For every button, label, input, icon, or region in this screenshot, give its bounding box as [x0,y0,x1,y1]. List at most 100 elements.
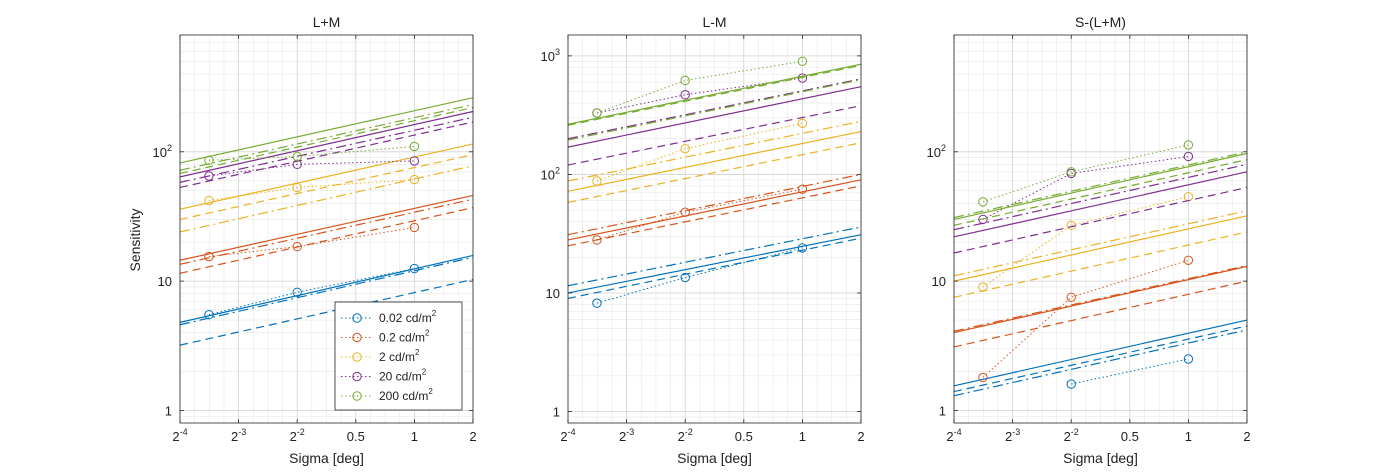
data-point [797,118,808,128]
data-point [292,159,302,170]
fit-line-dashdot [567,120,862,182]
data-point [1183,140,1194,150]
fit-line-solid [567,179,862,241]
legend-marker [352,332,362,343]
data-point [204,171,214,181]
x-tick-label: 1 [1185,429,1192,444]
fit-line-dashed [179,207,474,274]
legend-entry: 0.2 cd/m2 [379,329,430,345]
data-point [797,243,808,253]
data-line [208,179,415,202]
legend-marker [352,313,362,323]
series-2 [567,173,862,247]
data-point [204,195,214,206]
x-tick-label: 2-3 [1005,427,1020,444]
data-line [596,77,803,114]
fit-line-dashed [179,154,474,221]
y-tick-label: 103 [541,47,560,64]
data-line [596,188,803,241]
axes-frame [179,34,474,424]
series-1 [179,254,474,346]
data-point [1066,167,1076,177]
data-point [204,155,214,165]
fit-line-solid [567,86,862,148]
fit-line-solid [179,254,474,323]
data-point [680,272,690,283]
fit-line-solid [179,97,474,164]
fit-line-dashdot [567,173,862,236]
fit-line-dashed [567,64,862,126]
series-5 [567,56,862,141]
legend-entry: 2 cd/m2 [379,348,420,364]
fit-line-dashed [567,237,862,299]
legend-marker [352,371,362,382]
fit-line-dashdot [567,79,862,141]
legend-marker [352,391,362,401]
minor-grid [954,35,1247,423]
x-axis-label: Sigma [deg] [677,450,752,466]
data-line [982,155,1189,220]
data-point [409,222,420,233]
fit-line-solid [953,171,1248,238]
data-point [292,287,302,297]
x-tick-label: 2-3 [231,427,246,444]
minor-grid [568,35,861,423]
x-tick-label: 1 [411,429,418,444]
fit-line-solid [179,110,474,178]
x-tick-label: 0.5 [1121,429,1139,444]
fit-line-solid [953,319,1248,387]
fit-line-dashdot [567,226,862,287]
series-5 [953,140,1248,226]
y-tick-label: 1 [939,403,946,418]
data-point [680,90,690,100]
legend-marker [352,352,362,362]
y-tick-label: 1 [553,405,560,420]
legend: 0.02 cd/m2 0.2 cd/m2 2 cd/m2 20 cd/m2 200 cd… [334,301,463,411]
y-tick-label: 102 [541,165,560,182]
y-tick-label: 102 [153,143,172,160]
data-line [982,196,1189,288]
x-tick-label: 2-2 [290,427,305,444]
fit-line-solid [567,130,862,192]
fit-line-dashed [953,159,1248,226]
fit-line-dashed [567,185,862,247]
x-tick-label: 2 [857,429,864,444]
data-point [292,182,302,193]
fit-line-solid [179,143,474,210]
data-point [409,174,420,185]
x-tick-label: 1 [799,429,806,444]
chart-title: S-(L+M) [1075,14,1126,30]
data-line [596,247,803,304]
x-tick-label: 2-3 [619,427,634,444]
data-point [1066,292,1076,302]
data-point [1183,354,1194,364]
data-line [208,160,415,177]
data-point [1066,379,1076,389]
data-point [797,56,808,66]
fit-line-solid [953,152,1248,221]
fit-line-dashdot [567,78,862,140]
x-tick-label: 2-2 [678,427,693,444]
chart-title: L+M [313,14,341,30]
data-point [409,156,420,166]
legend-entry: 20 cd/m2 [379,368,427,384]
data-line [982,144,1189,203]
chart-title: L-M [702,14,726,30]
data-point [1183,255,1194,265]
x-tick-label: 2-4 [172,427,187,444]
data-point [680,75,690,86]
data-point [592,176,602,186]
x-axis-label: Sigma [deg] [1063,450,1138,466]
fit-line-dashed [567,142,862,204]
fit-line-solid [567,234,862,294]
series-3 [567,118,862,204]
data-point [680,207,690,217]
chart-panel-1: 2-4 2-3 2-2 0.5 1 2 1 10 102 L+M Sigma [deg] 0.02 c… [153,14,477,466]
data-line [208,226,415,258]
data-point [680,143,690,154]
chart-panel-3: 2-4 2-3 2-2 0.5 1 2 1 10 102 S-(L+M) Sigma [deg] [927,14,1251,466]
y-tick-label: 102 [927,143,946,160]
series-2 [179,194,474,274]
data-point [204,251,214,262]
